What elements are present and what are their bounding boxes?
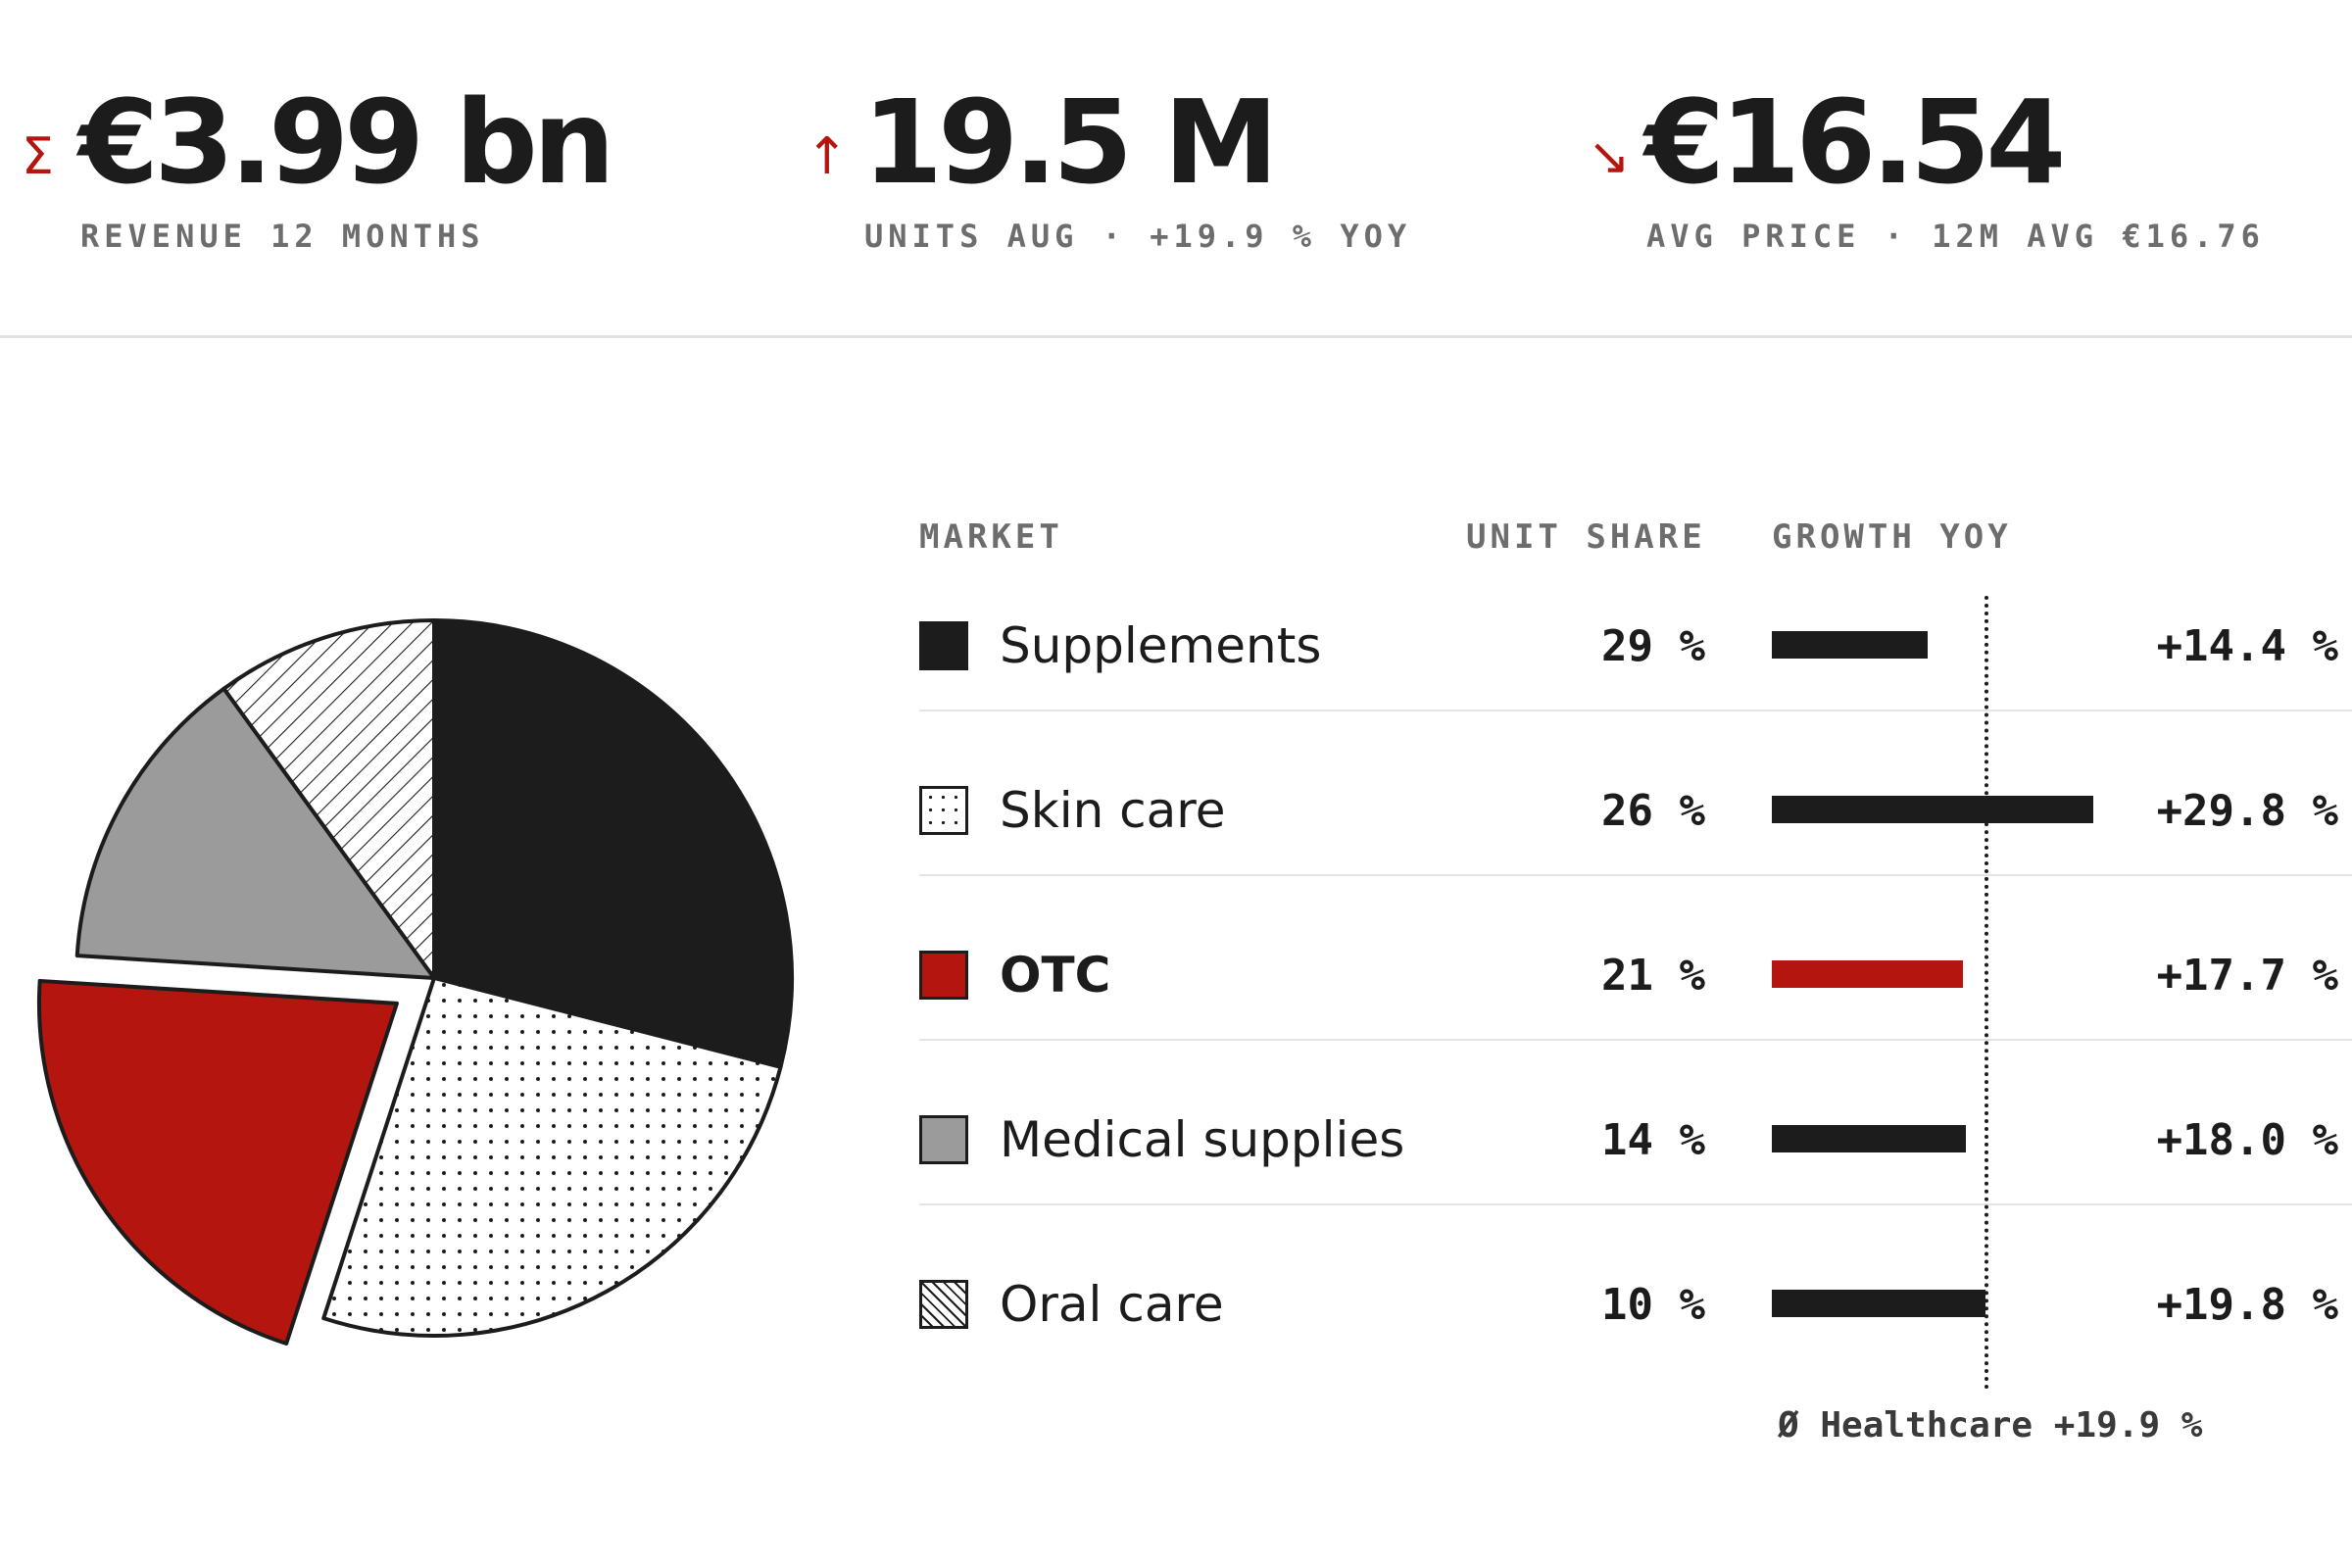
growth-bar xyxy=(1772,960,1963,988)
share-value: 10 % xyxy=(1601,1280,1705,1330)
row-divider xyxy=(919,710,2352,711)
pie-chart xyxy=(37,618,794,1346)
market-name: Supplements xyxy=(1000,617,1322,674)
kpi-revenue-label: REVENUE 12 MONTHS xyxy=(80,218,485,255)
growth-bar xyxy=(1772,1125,1967,1152)
market-name: Oral care xyxy=(1000,1276,1224,1333)
arrow-up-icon: ↑ xyxy=(806,127,849,186)
row-divider xyxy=(919,1203,2352,1205)
share-value: 14 % xyxy=(1601,1115,1705,1165)
kpi-units-label: UNITS AUG · +19.9 % YOY xyxy=(864,218,1412,255)
market-name: OTC xyxy=(1000,947,1111,1004)
pie-slice-supplements xyxy=(432,618,794,1069)
row-divider xyxy=(919,874,2352,876)
arrow-down-right-icon: ↘ xyxy=(1588,127,1631,186)
swatch-medical-supplies xyxy=(919,1115,968,1164)
kpi-avg-price-value: €16.54 xyxy=(1644,74,2066,210)
pie-slice-otc xyxy=(37,978,399,1346)
header-growth-yoy: GROWTH YOY xyxy=(1772,517,2012,557)
swatch-supplements xyxy=(919,621,968,670)
pie-slice-oral-care xyxy=(221,618,436,980)
header-divider xyxy=(0,335,2352,338)
market-name: Skin care xyxy=(1000,782,1226,839)
sigma-icon: Σ xyxy=(22,127,54,186)
average-label: Ø Healthcare +19.9 % xyxy=(1778,1405,2203,1446)
share-value: 26 % xyxy=(1601,786,1705,836)
share-value: 21 % xyxy=(1601,951,1705,1001)
kpi-avg-price-label: AVG PRICE · 12M AVG €16.76 xyxy=(1646,218,2265,255)
growth-value: +29.8 % xyxy=(2156,786,2338,836)
header-unit-share: UNIT SHARE xyxy=(1466,517,1706,557)
growth-value: +14.4 % xyxy=(2156,621,2338,671)
row-divider xyxy=(919,1039,2352,1041)
growth-bar xyxy=(1772,1290,1985,1317)
kpi-revenue-value: €3.99 bn xyxy=(78,74,615,210)
pie-slice-skin-care xyxy=(321,976,783,1338)
market-name: Medical supplies xyxy=(1000,1111,1405,1168)
table-row: OTC 21 % +17.7 % xyxy=(919,874,2352,1115)
growth-bar xyxy=(1772,631,1928,659)
growth-value: +17.7 % xyxy=(2156,951,2338,1001)
pie-slice-medical-supplies xyxy=(74,686,436,980)
growth-bar xyxy=(1772,796,2093,823)
kpi-units-value: 19.5 M xyxy=(862,74,1279,210)
swatch-otc xyxy=(919,951,968,1000)
table-row: Supplements 29 % +14.4 % xyxy=(919,617,2352,786)
header-market: MARKET xyxy=(919,517,1063,557)
growth-value: +18.0 % xyxy=(2156,1115,2338,1165)
table-row: Medical supplies 14 % +18.0 % xyxy=(919,1039,2352,1280)
table-row: Skin care 26 % +29.8 % xyxy=(919,710,2352,951)
swatch-skin-care xyxy=(919,786,968,835)
growth-value: +19.8 % xyxy=(2156,1280,2338,1330)
average-reference-line xyxy=(1984,596,1988,1390)
swatch-oral-care xyxy=(919,1280,968,1329)
share-value: 29 % xyxy=(1601,621,1705,671)
table-row: Oral care 10 % +19.8 % xyxy=(919,1203,2352,1445)
